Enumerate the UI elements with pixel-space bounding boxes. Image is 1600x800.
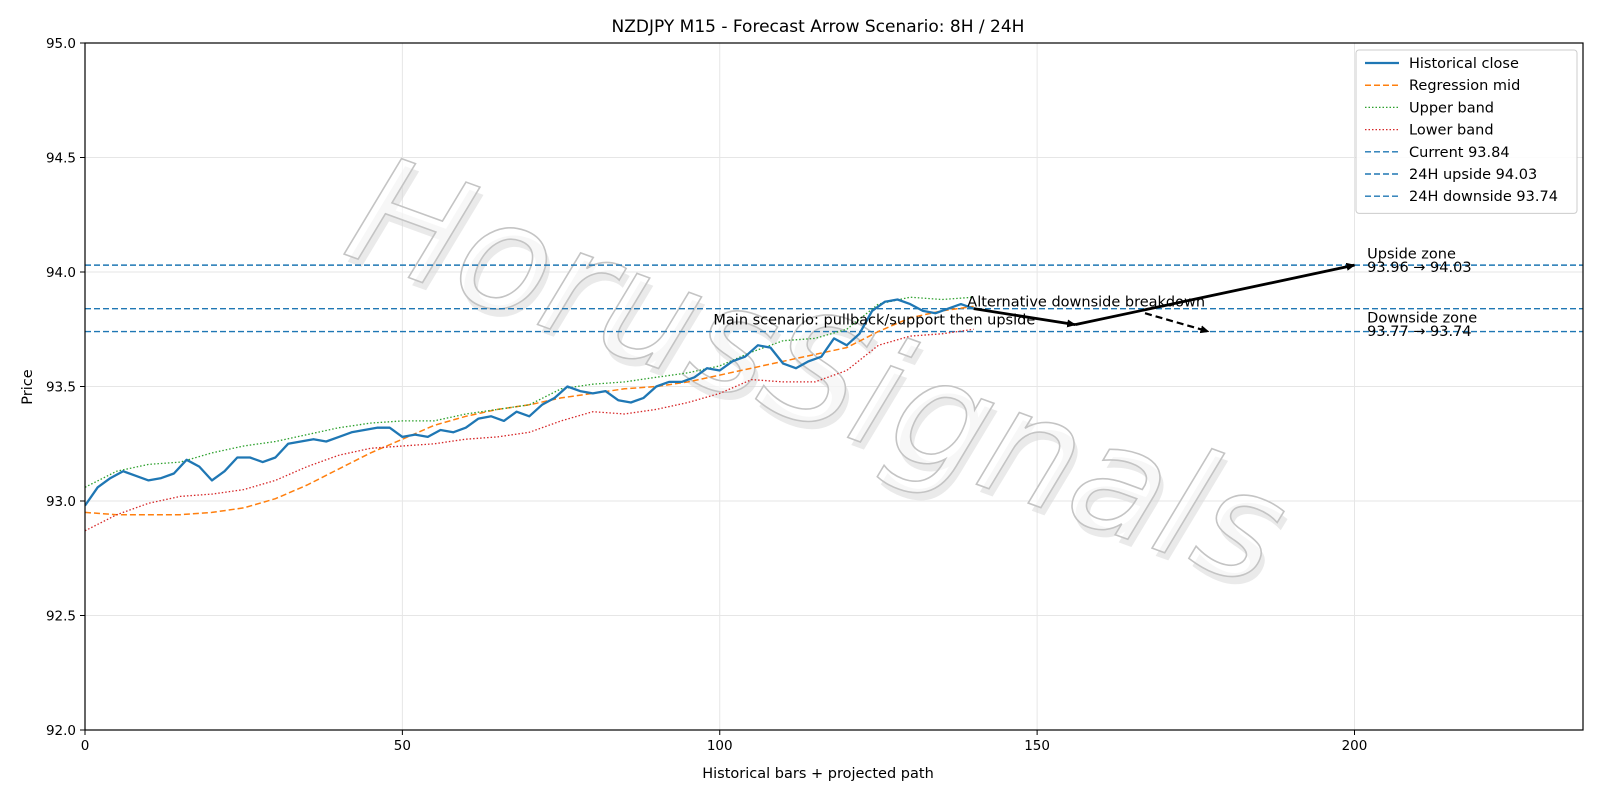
legend-entry: Current 93.84 [1409, 145, 1510, 161]
x-tick-label: 200 [1342, 738, 1368, 754]
legend-entry: Historical close [1409, 56, 1519, 72]
legend: Historical close Regression mid Upper band… [1355, 49, 1578, 214]
annotations: Main scenario: pullback/support then ups… [713, 246, 1477, 340]
y-tick-label: 92.5 [46, 609, 76, 625]
y-tick-label: 93.5 [46, 380, 76, 396]
level-lines [85, 264, 1583, 333]
chart-title: NZDJPY M15 - Forecast Arrow Scenario: 8H… [612, 17, 1025, 37]
x-axis-label: Historical bars + projected path [702, 766, 934, 782]
watermark: HorusSignals [328, 123, 1307, 621]
annotation-label: Main scenario: pullback/support then ups… [713, 313, 1035, 329]
legend-box [1355, 49, 1578, 214]
series-lines [85, 296, 974, 532]
series-line-upper-band [85, 296, 974, 488]
legend-entry: Lower band [1409, 123, 1494, 139]
forecast-arrow-solid [1074, 262, 1356, 327]
y-tick-label: 93.0 [46, 494, 76, 510]
series-line-historical-close [85, 298, 974, 507]
axis-ticks: 0 50 100 150 200 92.0 92.5 93.0 93.5 94.0 94.5 95.0 [46, 36, 1367, 754]
y-tick-label: 94.0 [46, 265, 76, 281]
y-axis-label: Price [20, 369, 36, 404]
forecast-arrow-dashed [1144, 312, 1210, 334]
forecast-arrows [973, 262, 1356, 334]
annotation-label: Alternative downside breakdown [967, 294, 1205, 310]
x-tick-label: 50 [394, 738, 411, 754]
annotation-label: Upside zone [1367, 246, 1456, 262]
legend-entry: Regression mid [1409, 78, 1520, 94]
x-tick-label: 0 [81, 738, 90, 754]
forecast-arrow-solid [973, 307, 1077, 328]
annotation-label: Downside zone [1367, 310, 1477, 326]
series-line-lower-band [85, 328, 974, 532]
y-tick-label: 95.0 [46, 36, 76, 52]
y-tick-label: 94.5 [46, 151, 76, 167]
annotation-label: 93.77 → 93.74 [1367, 324, 1471, 340]
x-tick-label: 150 [1024, 738, 1050, 754]
x-tick-label: 100 [707, 738, 733, 754]
legend-entry: 24H downside 93.74 [1409, 189, 1558, 205]
legend-entry: 24H upside 94.03 [1409, 167, 1537, 183]
y-tick-label: 92.0 [46, 723, 76, 739]
legend-entry: Upper band [1409, 100, 1494, 116]
annotation-label: 93.96 → 94.03 [1367, 260, 1471, 276]
